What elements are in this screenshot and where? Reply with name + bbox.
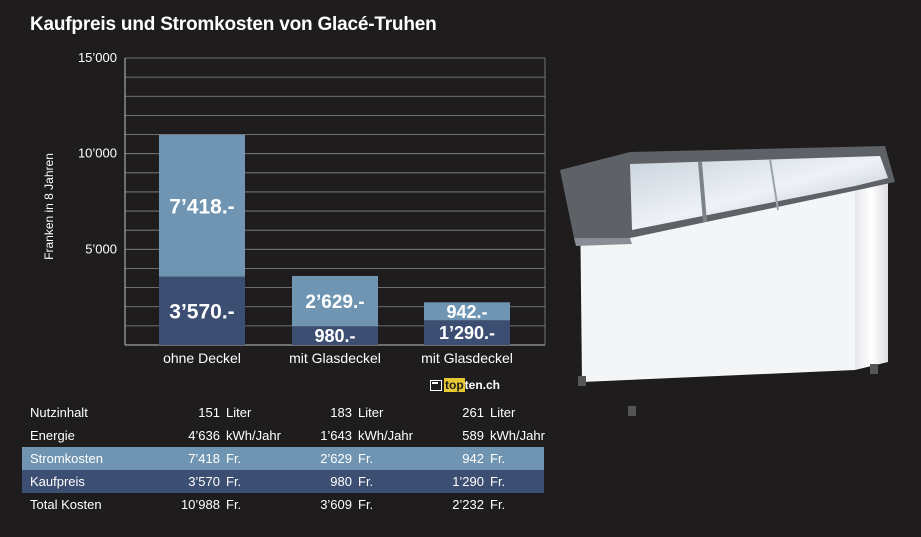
cell-value: 261 <box>462 405 484 420</box>
bar-value-label: 942.- <box>446 302 487 322</box>
cell-unit: kWh/Jahr <box>358 428 413 443</box>
cell-value: 980 <box>330 474 352 489</box>
stacked-bar-chart: 5’000 10’000 15’000 Franken in 8 Jahren 3’57… <box>42 50 546 366</box>
cell-value: 3’570 <box>188 474 220 489</box>
bar-value-label: 1’290.- <box>439 323 495 343</box>
cell-unit: Liter <box>358 405 384 420</box>
logo-icon <box>430 379 442 391</box>
table-row: Stromkosten 7’418 Fr. 2’629 Fr. 942 Fr. <box>22 447 544 470</box>
bar-kaufpreis <box>292 326 378 345</box>
y-axis-label: Franken in 8 Jahren <box>42 153 56 260</box>
row-label: Total Kosten <box>30 497 102 512</box>
cell-value: 942 <box>462 451 484 466</box>
row-label: Stromkosten <box>30 451 103 466</box>
cell-value: 1’643 <box>320 428 352 443</box>
cell-unit: Fr. <box>358 451 374 466</box>
cell-unit: Fr. <box>490 497 506 512</box>
table-row: Nutzinhalt 151 Liter 183 Liter 261 Liter <box>22 401 544 424</box>
row-label: Nutzinhalt <box>30 405 88 420</box>
cell-value: 3’609 <box>320 497 352 512</box>
cell-unit: Fr. <box>358 474 374 489</box>
topten-logo: top ten.ch <box>430 378 500 392</box>
table-row: Energie 4’636 kWh/Jahr 1’643 kWh/Jahr 589 kWh/… <box>22 424 545 447</box>
bar-kaufpreis <box>424 320 510 345</box>
y-tick-label: 5’000 <box>85 241 117 256</box>
cell-unit: kWh/Jahr <box>226 428 281 443</box>
cell-value: 589 <box>462 428 484 443</box>
cell-value: 2’232 <box>452 497 484 512</box>
cell-value: 2’629 <box>320 451 352 466</box>
chart-title: Kaufpreis und Stromkosten von Glacé-Truh… <box>30 14 437 35</box>
bar-value-label: 7’418.- <box>169 195 234 218</box>
chest-freezer-image <box>560 146 895 416</box>
cell-unit: Liter <box>490 405 516 420</box>
logo-prefix: top <box>444 378 465 392</box>
cell-value: 4’636 <box>188 428 220 443</box>
cell-value: 10’988 <box>180 497 220 512</box>
cell-value: 151 <box>198 405 220 420</box>
logo-suffix: ten.ch <box>464 378 500 392</box>
bar-stromkosten <box>292 275 378 327</box>
cell-value: 7’418 <box>188 451 220 466</box>
bar-value-label: 980.- <box>314 326 355 346</box>
cell-value: 1’290 <box>452 474 484 489</box>
x-category-label: ohne Deckel <box>163 350 241 366</box>
cell-unit: Liter <box>226 405 252 420</box>
cell-unit: kWh/Jahr <box>490 428 545 443</box>
cell-unit: Fr. <box>358 497 374 512</box>
y-tick-label: 15’000 <box>78 50 117 65</box>
x-category-label: mit Glasdeckel <box>289 350 381 366</box>
cell-unit: Fr. <box>226 497 242 512</box>
bar-value-label: 2’629.- <box>305 292 364 313</box>
cell-unit: Fr. <box>490 451 506 466</box>
bar-stromkosten <box>424 302 510 321</box>
cell-unit: Fr. <box>226 474 242 489</box>
cell-unit: Fr. <box>490 474 506 489</box>
bar-kaufpreis <box>159 276 245 345</box>
bar-value-label: 3’570.- <box>169 300 234 323</box>
table-row: Kaufpreis 3’570 Fr. 980 Fr. 1’290 Fr. <box>22 470 544 493</box>
table-row: Total Kosten 10’988 Fr. 3’609 Fr. 2’232 Fr. <box>22 493 544 516</box>
row-label: Energie <box>30 428 75 443</box>
x-category-label: mit Glasdeckel <box>421 350 513 366</box>
cell-value: 183 <box>330 405 352 420</box>
row-label: Kaufpreis <box>30 474 85 489</box>
comparison-table: Nutzinhalt 151 Liter 183 Liter 261 Liter Energi… <box>22 401 545 516</box>
cell-unit: Fr. <box>226 451 242 466</box>
bar-stromkosten <box>159 134 245 277</box>
y-tick-label: 10’000 <box>78 146 117 161</box>
